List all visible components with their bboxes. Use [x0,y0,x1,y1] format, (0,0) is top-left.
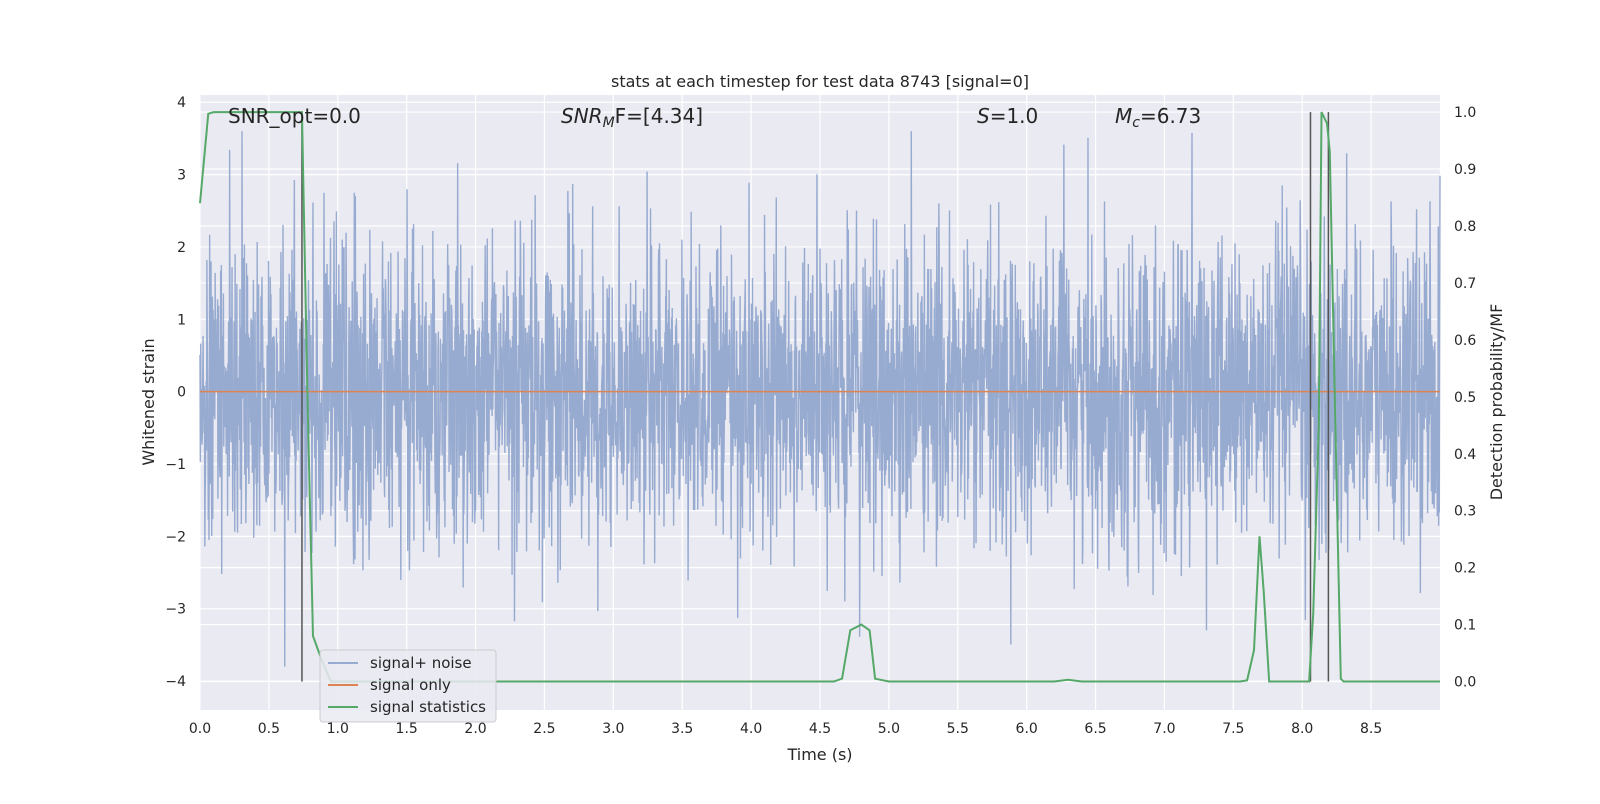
x-tick-label: 7.0 [1153,721,1175,737]
legend-label-signal-only: signal only [370,676,451,694]
y-tick-label: 1 [177,312,186,328]
y-right-tick-label: 0.7 [1454,276,1476,292]
x-tick-label: 2.0 [464,721,486,737]
y-right-tick-label: 0.4 [1454,447,1476,463]
x-axis-label: Time (s) [786,745,852,764]
y-right-tick-label: 0.0 [1454,675,1476,691]
annotation-s: S=1.0 [977,104,1038,128]
y-right-tick-label: 1.0 [1454,105,1476,121]
y-axis-label: Whitened strain [139,338,158,465]
y-right-tick-label: 0.5 [1454,390,1476,406]
legend: signal+ noise signal only signal statist… [319,649,497,723]
x-tick-label: 0.5 [258,721,280,737]
y-right-tick-label: 0.8 [1454,219,1476,235]
y-right-tick-label: 0.2 [1454,561,1476,577]
legend-box [319,649,497,723]
series-signal-noise [199,131,1441,667]
legend-label-signal-noise: signal+ noise [370,654,472,672]
legend-label-signal-statistics: signal statistics [370,698,486,716]
x-tick-label: 3.0 [602,721,624,737]
annotation-snr-mf: SNRMF=[4.34] [561,104,703,131]
x-tick-label: 3.5 [671,721,693,737]
x-tick-label: 6.0 [1016,721,1038,737]
y-tick-label: 2 [177,240,186,256]
y-tick-label: 0 [177,385,186,401]
annotation-snr-opt: SNR_opt=0.0 [228,104,361,128]
x-tick-label: 4.5 [809,721,831,737]
x-tick-label: 5.5 [947,721,969,737]
y-tick-label: −2 [165,529,186,545]
x-tick-label: 0.0 [189,721,211,737]
y-tick-label: −1 [165,457,186,473]
x-tick-label: 6.5 [1084,721,1106,737]
x-tick-label: 8.5 [1360,721,1382,737]
y-right-tick-label: 0.6 [1454,333,1476,349]
x-tick-label: 1.0 [327,721,349,737]
y-right-axis-label: Detection probability/MF [1487,304,1506,501]
y-right-tick-label: 0.3 [1454,504,1476,520]
annotation-mc: Mc=6.73 [1115,104,1201,131]
y-tick-label: −3 [165,602,186,618]
chart-title: stats at each timestep for test data 874… [611,72,1029,91]
y-right-tick-label: 0.1 [1454,618,1476,634]
x-tick-label: 4.0 [740,721,762,737]
y-tick-labels: 4 3 2 1 0 −1 −2 −3 −4 [165,95,186,690]
y-tick-label: −4 [165,674,186,690]
x-tick-label: 2.5 [533,721,555,737]
vertical-markers [301,112,1330,682]
y-right-tick-labels: 1.0 0.9 0.8 0.7 0.6 0.5 0.4 0.3 0.2 0.1 0.0 [1454,105,1476,690]
y-tick-label: 4 [177,95,186,111]
x-tick-label: 1.5 [396,721,418,737]
y-right-tick-label: 0.9 [1454,162,1476,178]
x-tick-label: 7.5 [1222,721,1244,737]
x-tick-label: 5.0 [878,721,900,737]
x-tick-label: 8.0 [1291,721,1313,737]
series-signal-statistics [199,111,1440,683]
y-tick-label: 3 [177,168,186,184]
x-tick-labels: 0.0 0.5 1.0 1.5 2.0 2.5 3.0 3.5 4.0 4.5 5.0 5.5 6.0 6… [189,721,1382,737]
